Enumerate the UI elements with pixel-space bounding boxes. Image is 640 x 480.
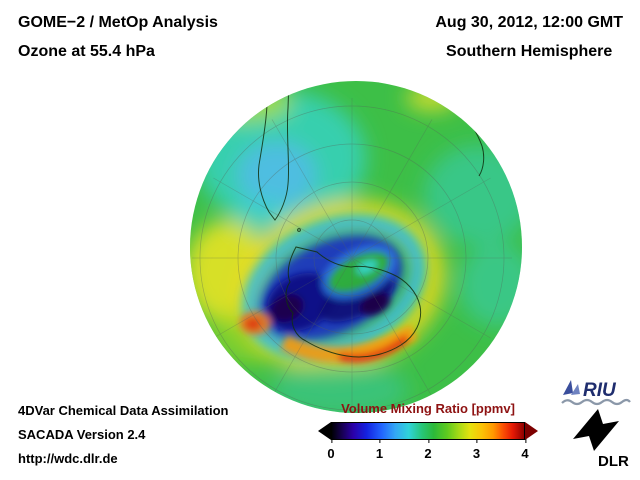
- colorbar-gradient: [331, 422, 525, 440]
- colorbar-under-arrow: [318, 422, 331, 440]
- colorbar-tick-label: 0: [327, 439, 335, 461]
- riu-logo-text: RIU: [583, 380, 617, 401]
- ozone-map-graphic: [190, 81, 522, 413]
- analysis-title: GOME−2 / MetOp Analysis: [18, 14, 218, 31]
- colorbar-tick-label: 2: [424, 439, 432, 461]
- assimilation-label: 4DVar Chemical Data Assimilation: [18, 403, 229, 418]
- wdc-url: http://wdc.dlr.de: [18, 451, 118, 466]
- colorbar-tick-label: 1: [375, 439, 384, 461]
- hemisphere-map: [189, 80, 523, 414]
- header-right: Aug 30, 2012, 12:00 GMT Southern Hemisph…: [435, 13, 623, 61]
- footer: 4DVar Chemical Data Assimilation SACADA …: [18, 399, 229, 471]
- colorbar: Volume Mixing Ratio [ppmv] 0 1 2 3 4: [318, 401, 538, 461]
- header-left: GOME−2 / MetOp Analysis Ozone at 55.4 hP…: [18, 13, 218, 61]
- colorbar-tick-label: 3: [472, 439, 481, 461]
- riu-logo: RIU: [560, 377, 632, 414]
- dlr-logo-icon: DLR: [573, 409, 629, 470]
- analysis-level: Ozone at 55.4 hPa: [18, 43, 155, 60]
- analysis-datetime: Aug 30, 2012, 12:00 GMT: [435, 14, 623, 31]
- riu-logo-icon: RIU: [561, 380, 631, 406]
- colorbar-title: Volume Mixing Ratio [ppmv]: [341, 401, 515, 416]
- version-label: SACADA Version 2.4: [18, 427, 146, 442]
- analysis-region: Southern Hemisphere: [446, 43, 613, 60]
- dlr-logo: DLR: [570, 408, 634, 475]
- graticule: [192, 98, 512, 413]
- dlr-logo-text: DLR: [598, 453, 629, 470]
- ozone-hole-detail: [239, 244, 418, 363]
- colorbar-over-arrow: [525, 422, 538, 440]
- colorbar-tick-label: 4: [521, 439, 529, 461]
- colorbar-tick-labels: 0 1 2 3 4: [327, 439, 529, 461]
